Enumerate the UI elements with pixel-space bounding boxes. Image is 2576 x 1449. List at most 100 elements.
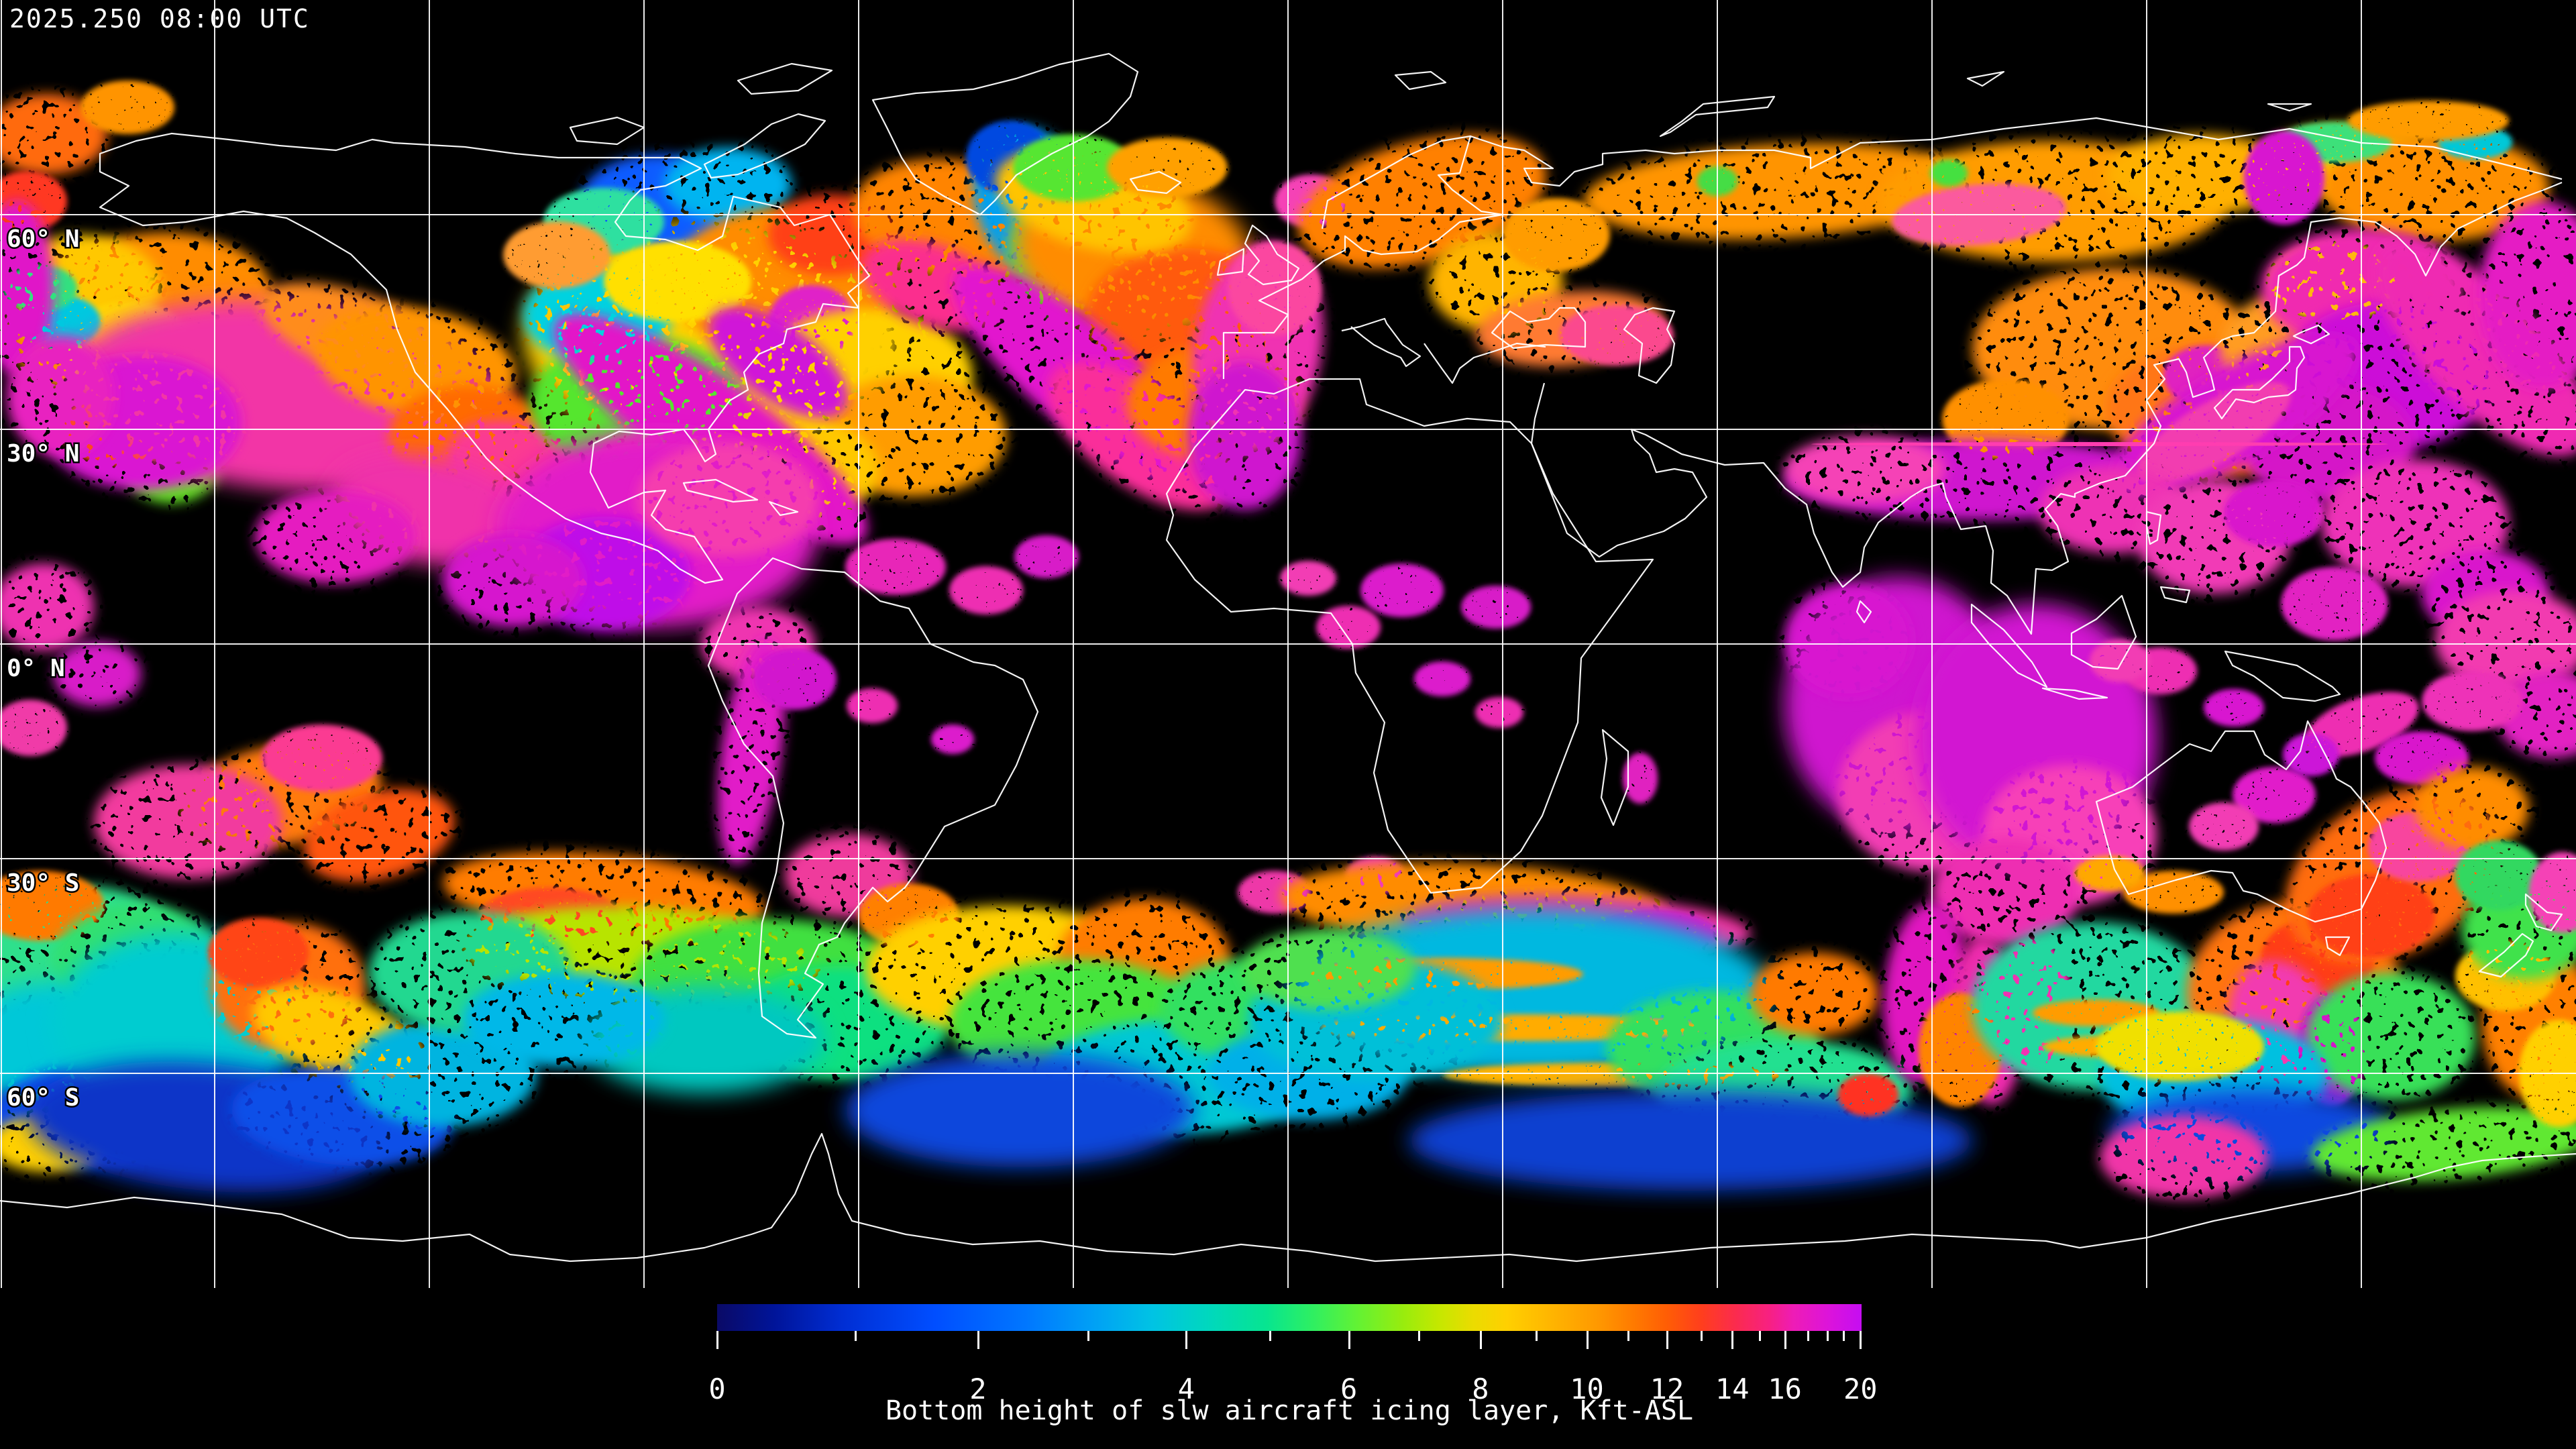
coastline-path — [1222, 117, 2563, 379]
colorbar-tick — [1826, 1331, 1829, 1341]
data-blob — [1930, 160, 1968, 186]
coastline-path — [1341, 317, 1546, 384]
data-blob — [255, 490, 416, 584]
data-blob — [949, 566, 1023, 614]
colorbar-tick — [1586, 1331, 1589, 1349]
data-blob — [1784, 436, 1945, 503]
colorbar-tick — [1860, 1331, 1862, 1349]
colorbar-tick-label: 4 — [1177, 1373, 1195, 1405]
colorbar-tick — [1479, 1331, 1482, 1349]
colorbar-tick-label: 6 — [1340, 1373, 1358, 1405]
coastline-layer — [0, 52, 2576, 1263]
colorbar-tick — [1842, 1331, 1845, 1341]
data-blob — [2100, 1116, 2267, 1199]
coastline-path — [0, 1132, 2576, 1263]
colorbar-tick-label: 16 — [1768, 1373, 1802, 1405]
graticule-layer — [0, 0, 2576, 1288]
data-blob — [0, 94, 107, 174]
coastline-path — [1623, 307, 1676, 384]
data-blob — [1751, 953, 1878, 1036]
colorbar-tick — [1759, 1331, 1762, 1341]
coastline-path — [1600, 600, 1872, 826]
coastline-path — [2095, 720, 2563, 978]
data-blob — [2075, 856, 2145, 891]
colorbar-tick — [1731, 1331, 1734, 1349]
data-blob — [1014, 535, 1079, 578]
data-blob — [604, 241, 751, 322]
data-blob — [845, 1053, 1194, 1167]
colorbar-caption: Bottom height of slw aircraft icing laye… — [885, 1395, 1694, 1426]
colorbar-tick — [1627, 1331, 1629, 1341]
data-blob — [1461, 586, 1531, 629]
colorbar-tick — [1417, 1331, 1420, 1341]
timestamp: 2025.250 08:00 UTC — [9, 4, 310, 34]
colorbar-tick — [1087, 1331, 1089, 1341]
data-blob — [1228, 241, 1322, 335]
latitude-label: 30° N — [7, 440, 79, 468]
colorbar-tick — [1807, 1331, 1809, 1341]
data-blob — [262, 724, 382, 792]
world-map-svg: 60° N 30° N 0° N 30° S 60° S — [0, 0, 2576, 1288]
data-blob — [0, 700, 67, 756]
data-blob — [2123, 871, 2224, 914]
colorbar-tick — [1784, 1331, 1786, 1349]
data-blob — [2244, 131, 2324, 225]
coastline-path — [1491, 307, 1587, 350]
colorbar-tick-label: 2 — [969, 1373, 987, 1405]
data-blob — [1316, 606, 1381, 649]
colorbar-tick-label: 14 — [1715, 1373, 1750, 1405]
data-blob — [1811, 442, 2388, 446]
colorbar-tick — [716, 1331, 718, 1349]
latitude-label: 0° N — [7, 655, 65, 682]
data-blob — [2189, 802, 2259, 851]
data-blob — [2435, 590, 2576, 691]
colorbar-tick-label: 20 — [1843, 1373, 1878, 1405]
latitude-label: 60° S — [7, 1084, 79, 1112]
data-blob — [1475, 697, 1523, 728]
coastline-path — [2213, 324, 2330, 420]
latitude-labels-layer: 60° N 30° N 0° N 30° S 60° S — [5, 224, 81, 1114]
data-blob — [1241, 929, 1415, 1010]
data-blob — [1942, 379, 2070, 460]
data-blob — [2455, 841, 2542, 910]
coastline-path — [1970, 511, 2341, 702]
data-blob — [2479, 201, 2576, 389]
colorbar-tick — [1269, 1331, 1271, 1341]
data-blob — [2233, 767, 2316, 823]
data-blob — [0, 564, 94, 651]
data-blob — [503, 221, 610, 288]
data-blob — [1048, 362, 1233, 511]
colorbar-tick — [1185, 1331, 1188, 1349]
colorbar-tick — [855, 1331, 857, 1341]
coastline-path — [99, 132, 871, 584]
data-blob — [1932, 839, 2080, 946]
data-blob — [1280, 561, 1336, 596]
data-blob — [708, 307, 848, 418]
data-blob — [2308, 973, 2475, 1100]
data-blob — [1623, 753, 1658, 804]
data-blob — [2096, 1012, 2264, 1081]
colorbar-tick — [1348, 1331, 1350, 1349]
data-blob — [7, 335, 114, 456]
coastline-path — [1129, 170, 1300, 286]
data-blob — [2375, 731, 2469, 785]
data-blob — [845, 539, 946, 595]
colorbar-tick — [1666, 1331, 1668, 1349]
latitude-label: 60° N — [7, 225, 79, 253]
coastline-path — [1165, 378, 1654, 894]
data-blob — [2311, 1107, 2576, 1181]
data-blob — [1560, 305, 1674, 366]
data-blob — [847, 688, 898, 723]
data-blob — [1360, 564, 1444, 617]
data-blob — [94, 765, 282, 879]
colorbar-tick — [977, 1331, 979, 1349]
data-blob — [753, 648, 837, 710]
data-blob — [443, 533, 584, 627]
data-blob — [80, 80, 174, 134]
data-blob — [208, 918, 309, 987]
coastline-path — [1530, 181, 2563, 635]
data-blob — [2137, 382, 2291, 484]
data-blob — [1409, 1090, 1972, 1191]
colorbar-gradient — [717, 1304, 1862, 1331]
